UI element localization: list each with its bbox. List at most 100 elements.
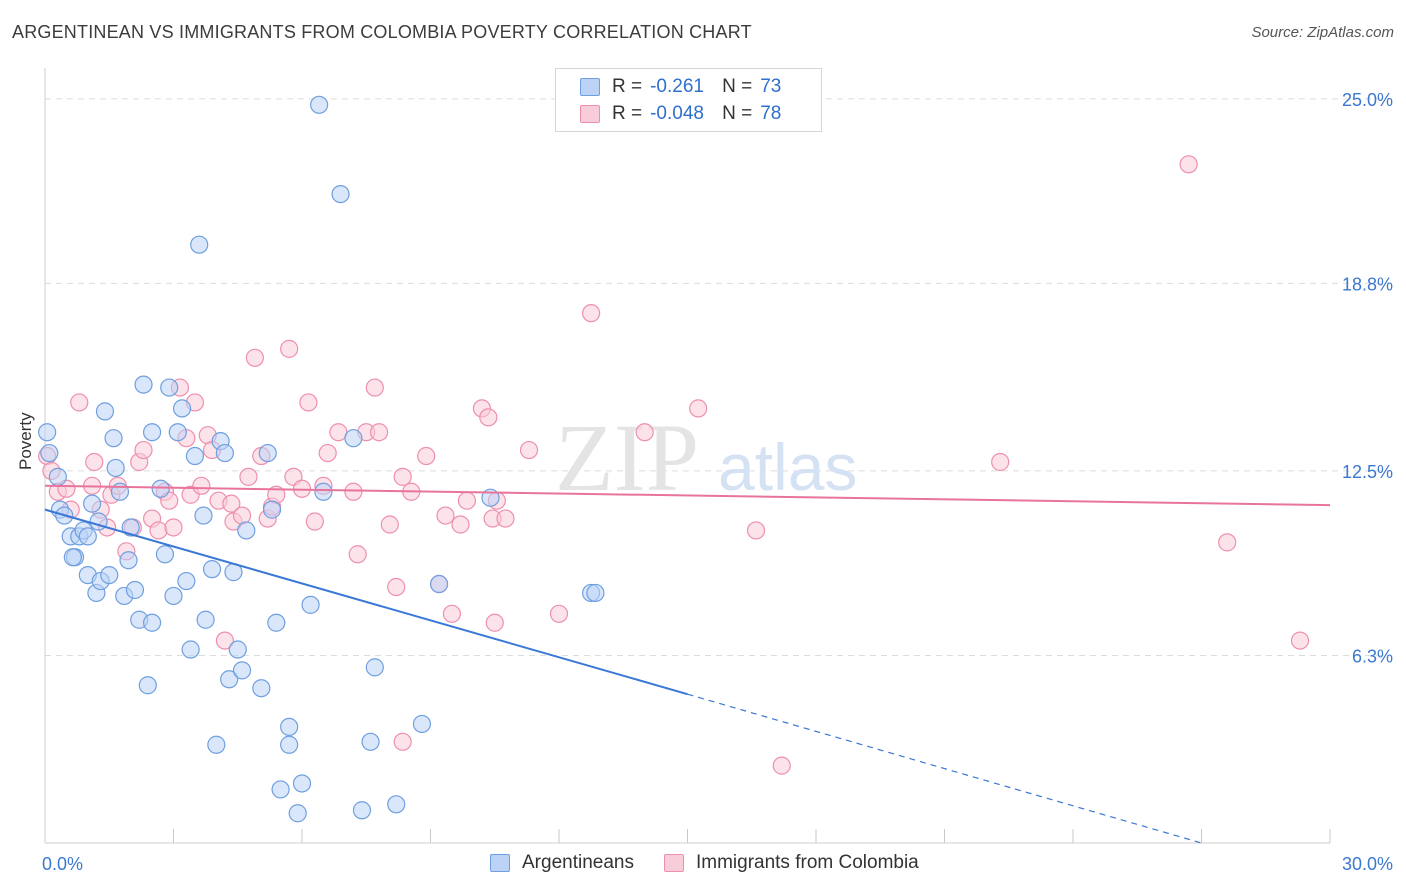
data-point-argentineans xyxy=(267,613,286,632)
data-point-argentineans xyxy=(78,527,97,546)
data-point-colombia xyxy=(1290,631,1310,650)
y-tick-label: 6.3% xyxy=(1352,646,1393,666)
legend-item-argentineans: Argentineans xyxy=(490,852,634,874)
data-point-colombia xyxy=(370,423,389,442)
data-point-argentineans xyxy=(95,402,115,421)
legend-swatch-pink xyxy=(663,854,684,872)
source-label: Source: ZipAtlas.com xyxy=(1251,24,1394,41)
legend-swatch-blue xyxy=(580,78,600,96)
data-point-argentineans xyxy=(331,184,350,204)
data-point-argentineans xyxy=(280,717,299,737)
data-point-colombia xyxy=(772,756,791,775)
data-point-argentineans xyxy=(220,670,239,689)
data-point-argentineans xyxy=(252,679,271,698)
data-point-argentineans xyxy=(155,545,175,564)
data-point-argentineans xyxy=(160,378,179,397)
data-point-argentineans xyxy=(40,443,59,463)
data-point-colombia xyxy=(582,304,601,323)
data-point-argentineans xyxy=(63,548,82,567)
data-point-colombia xyxy=(280,339,299,358)
data-point-colombia xyxy=(991,452,1010,472)
data-point-argentineans xyxy=(119,551,138,570)
y-axis-label: Poverty xyxy=(16,412,35,470)
legend-r-value: -0.261 xyxy=(650,76,704,97)
data-point-argentineans xyxy=(207,735,226,754)
data-point-colombia xyxy=(746,521,766,540)
data-point-colombia xyxy=(549,604,569,623)
data-point-argentineans xyxy=(138,676,157,695)
data-point-argentineans xyxy=(185,446,205,466)
watermark-atlas: atlas xyxy=(718,430,857,504)
data-point-colombia xyxy=(380,515,399,534)
data-point-colombia xyxy=(245,348,264,367)
data-point-argentineans xyxy=(134,375,153,394)
data-point-colombia xyxy=(215,631,234,650)
data-point-argentineans xyxy=(232,661,252,680)
legend-swatch-blue xyxy=(490,854,510,872)
legend-swatch-pink xyxy=(580,105,600,123)
data-point-argentineans xyxy=(292,774,312,793)
trend-line-argentineans-extension xyxy=(687,693,1202,844)
data-point-colombia xyxy=(134,440,153,460)
data-point-argentineans xyxy=(301,595,320,614)
data-point-colombia xyxy=(192,476,211,495)
legend-n-label: N = xyxy=(722,103,753,124)
data-point-colombia xyxy=(149,521,168,540)
data-point-colombia xyxy=(387,577,406,597)
data-point-argentineans xyxy=(164,586,183,606)
x-tick-label: 30.0% xyxy=(1342,854,1393,874)
data-point-colombia xyxy=(485,613,504,632)
data-point-colombia xyxy=(436,506,455,525)
data-point-colombia xyxy=(457,491,477,510)
data-point-argentineans xyxy=(125,580,145,600)
series-legend: Argentineans Immigrants from Colombia xyxy=(490,852,949,874)
data-point-argentineans xyxy=(310,95,329,114)
series-argentineans-points xyxy=(38,95,605,823)
data-point-colombia xyxy=(365,378,384,397)
legend-n-label: N = xyxy=(722,76,753,97)
data-point-argentineans xyxy=(38,423,57,442)
x-tick-label: 0.0% xyxy=(42,854,83,874)
data-point-colombia xyxy=(479,408,498,427)
legend-n-value: 73 xyxy=(760,76,782,97)
data-point-argentineans xyxy=(387,795,406,814)
data-point-argentineans xyxy=(83,494,102,513)
y-tick-label: 12.5% xyxy=(1342,462,1393,482)
legend-r-label: R = xyxy=(612,103,643,124)
data-point-argentineans xyxy=(104,429,123,448)
data-point-colombia xyxy=(689,399,708,418)
data-point-argentineans xyxy=(352,801,372,820)
legend-r-value: -0.048 xyxy=(650,103,704,124)
data-point-colombia xyxy=(1179,155,1198,174)
data-point-argentineans xyxy=(142,613,162,632)
data-point-colombia xyxy=(222,494,241,513)
data-point-argentineans xyxy=(196,610,215,629)
data-point-argentineans xyxy=(429,574,449,594)
data-point-argentineans xyxy=(48,467,67,486)
data-point-colombia xyxy=(164,518,183,537)
data-point-argentineans xyxy=(100,566,119,585)
tick-labels: 6.3% 12.5% 18.8% 25.0% 0.0% 30.0% xyxy=(42,90,1393,874)
data-point-argentineans xyxy=(412,714,432,734)
data-point-argentineans xyxy=(215,443,234,463)
data-point-argentineans xyxy=(258,443,277,463)
data-point-argentineans xyxy=(365,658,384,677)
data-point-argentineans xyxy=(121,518,140,537)
legend-label-colombia: Immigrants from Colombia xyxy=(695,852,919,873)
y-tick-label: 25.0% xyxy=(1342,90,1393,110)
legend-row-argentineans: R = -0.261 N = 73 xyxy=(580,75,781,99)
data-point-colombia xyxy=(496,509,515,528)
data-point-argentineans xyxy=(314,482,333,501)
legend-n-value: 78 xyxy=(760,103,782,124)
legend-r-label: R = xyxy=(612,76,643,97)
data-point-colombia xyxy=(442,604,462,623)
data-point-argentineans xyxy=(280,735,299,754)
data-point-argentineans xyxy=(237,521,256,540)
data-point-argentineans xyxy=(106,458,125,478)
data-point-argentineans xyxy=(172,399,192,418)
y-tick-label: 18.8% xyxy=(1342,274,1393,294)
legend-label-argentineans: Argentineans xyxy=(522,852,634,873)
data-point-argentineans xyxy=(271,780,290,799)
data-point-argentineans xyxy=(110,482,130,501)
data-point-argentineans xyxy=(361,732,380,751)
